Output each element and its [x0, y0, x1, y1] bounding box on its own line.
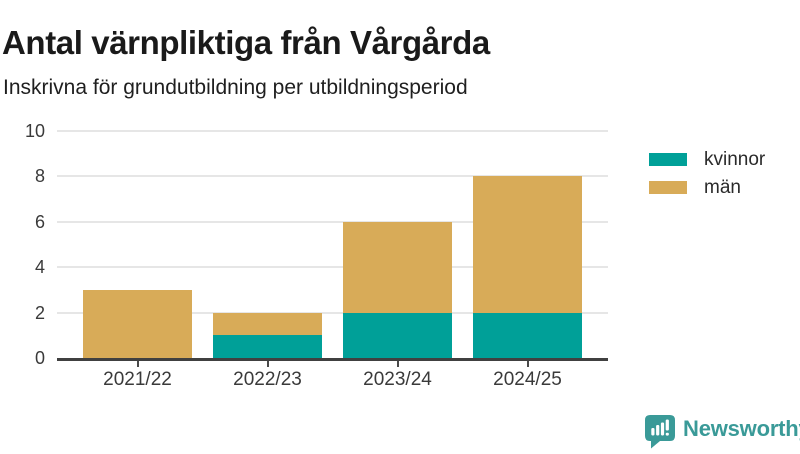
legend-swatch-kvinnor: [649, 153, 687, 166]
bars: [57, 131, 608, 358]
chart-subtitle: Inskrivna för grundutbildning per utbild…: [3, 76, 468, 99]
newsworthy-wordmark: Newsworthy: [683, 416, 800, 441]
bar-segment-män: [343, 221, 452, 313]
y-tick-label-2: 2: [34, 302, 45, 323]
legend-label-man: män: [704, 177, 741, 198]
x-tick-label-2023/24: 2023/24: [343, 361, 452, 391]
gridline-6: [57, 220, 608, 223]
x-tick-label-2022/23: 2022/23: [213, 361, 322, 391]
bar-segment-män: [83, 289, 192, 358]
legend-label-kvinnor: kvinnor: [704, 149, 766, 170]
bar-2023/24: [343, 221, 452, 358]
gridline-8: [57, 175, 608, 178]
plot-area: [57, 130, 608, 361]
bar-2022/23: [213, 312, 322, 358]
bar-segment-män: [213, 312, 322, 336]
y-tick-label-4: 4: [34, 257, 45, 278]
bar-segment-kvinnor: [343, 312, 452, 358]
bar-segment-kvinnor: [213, 335, 322, 358]
legend-item-man: män: [649, 177, 765, 198]
chart-title: Antal värnpliktiga från Vårgårda: [2, 24, 490, 62]
gridline-4: [57, 266, 608, 269]
legend-item-kvinnor: kvinnor: [649, 149, 765, 170]
legend-swatch-man: [649, 181, 687, 194]
y-tick-label-6: 6: [34, 211, 45, 232]
bar-2021/22: [83, 289, 192, 358]
x-tick-label-2021/22: 2021/22: [83, 361, 192, 391]
bar-segment-män: [473, 176, 582, 313]
newsworthy-logo-link[interactable]: Newsworthy: [644, 414, 800, 454]
newsworthy-logo-icon: [644, 414, 676, 454]
y-tick-label-8: 8: [34, 166, 45, 187]
x-axis-labels: 2021/22 2022/23 2023/24 2024/25: [57, 361, 608, 391]
bar-2024/25: [473, 176, 582, 358]
y-tick-label-0: 0: [34, 348, 45, 368]
y-axis-labels: 0 2 4 6 8 10: [0, 121, 45, 368]
gridline-2: [57, 311, 608, 314]
gridline-10: [57, 130, 608, 132]
bar-segment-kvinnor: [473, 312, 582, 358]
x-tick-label-2024/25: 2024/25: [473, 361, 582, 391]
y-tick-label-10: 10: [24, 121, 45, 141]
legend: kvinnor män: [649, 149, 765, 198]
